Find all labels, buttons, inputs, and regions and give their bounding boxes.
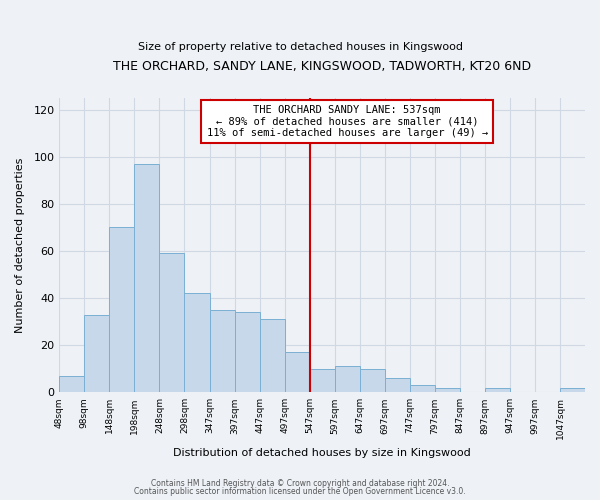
Bar: [59, 376, 85, 392]
Bar: [284, 352, 310, 393]
Bar: [85, 314, 109, 392]
Y-axis label: Number of detached properties: Number of detached properties: [15, 158, 25, 332]
Bar: [160, 254, 184, 392]
Bar: [260, 320, 284, 392]
Bar: [435, 388, 460, 392]
Bar: [310, 368, 335, 392]
Bar: [360, 368, 385, 392]
Bar: [235, 312, 260, 392]
Bar: [184, 294, 209, 392]
Bar: [485, 388, 510, 392]
Bar: [410, 385, 435, 392]
Bar: [335, 366, 360, 392]
Bar: [109, 228, 134, 392]
Title: THE ORCHARD, SANDY LANE, KINGSWOOD, TADWORTH, KT20 6ND: THE ORCHARD, SANDY LANE, KINGSWOOD, TADW…: [113, 60, 531, 73]
Bar: [209, 310, 235, 392]
Text: THE ORCHARD SANDY LANE: 537sqm
← 89% of detached houses are smaller (414)
11% of: THE ORCHARD SANDY LANE: 537sqm ← 89% of …: [206, 105, 488, 138]
Text: Contains HM Land Registry data © Crown copyright and database right 2024.: Contains HM Land Registry data © Crown c…: [151, 478, 449, 488]
Bar: [385, 378, 410, 392]
Text: Size of property relative to detached houses in Kingswood: Size of property relative to detached ho…: [137, 42, 463, 52]
Bar: [134, 164, 160, 392]
Bar: [560, 388, 585, 392]
X-axis label: Distribution of detached houses by size in Kingswood: Distribution of detached houses by size …: [173, 448, 471, 458]
Text: Contains public sector information licensed under the Open Government Licence v3: Contains public sector information licen…: [134, 487, 466, 496]
